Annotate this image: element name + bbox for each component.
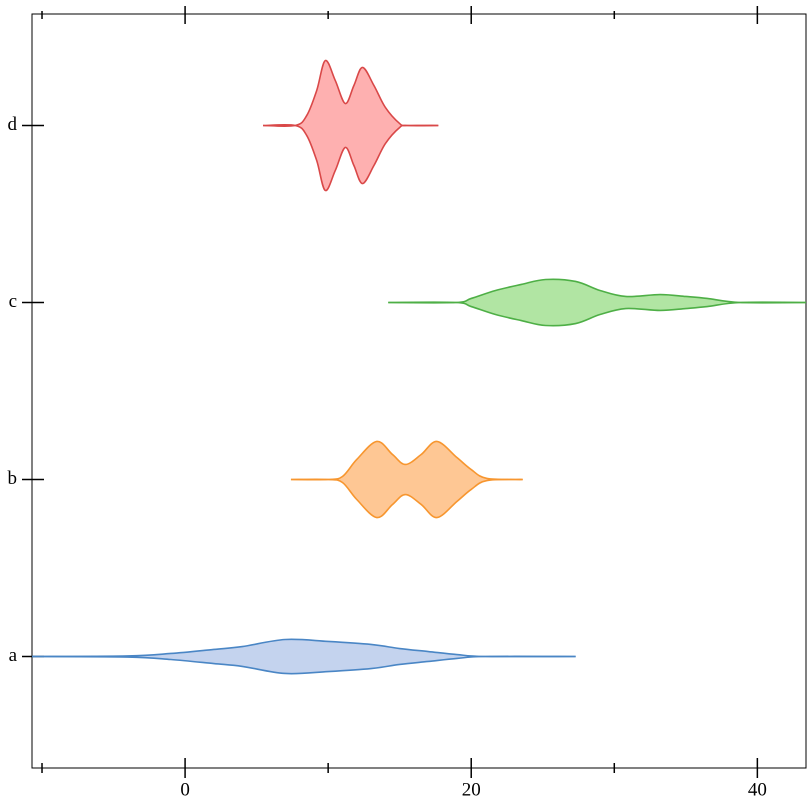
y-tick-label: b bbox=[8, 468, 18, 489]
violin-fill bbox=[290, 441, 523, 518]
violin-outline bbox=[31, 655, 576, 675]
plot-frame bbox=[31, 13, 807, 769]
x-tick-label: 0 bbox=[180, 779, 190, 800]
violin-outline bbox=[263, 123, 439, 192]
y-tick-label: d bbox=[8, 114, 18, 135]
violin-outline bbox=[388, 278, 807, 304]
y-tick-label: a bbox=[9, 645, 18, 666]
violin-outline bbox=[388, 301, 807, 327]
violin-outline bbox=[31, 638, 576, 658]
violin-outline bbox=[290, 440, 523, 481]
violin-fill bbox=[388, 279, 806, 326]
violin-outline bbox=[263, 59, 439, 128]
x-tick-label: 40 bbox=[748, 779, 767, 800]
violin-fill bbox=[32, 639, 576, 674]
x-tick-label: 20 bbox=[462, 779, 481, 800]
violin-outline bbox=[290, 478, 523, 519]
violin-fill bbox=[263, 60, 439, 191]
y-tick-label: c bbox=[9, 291, 17, 312]
